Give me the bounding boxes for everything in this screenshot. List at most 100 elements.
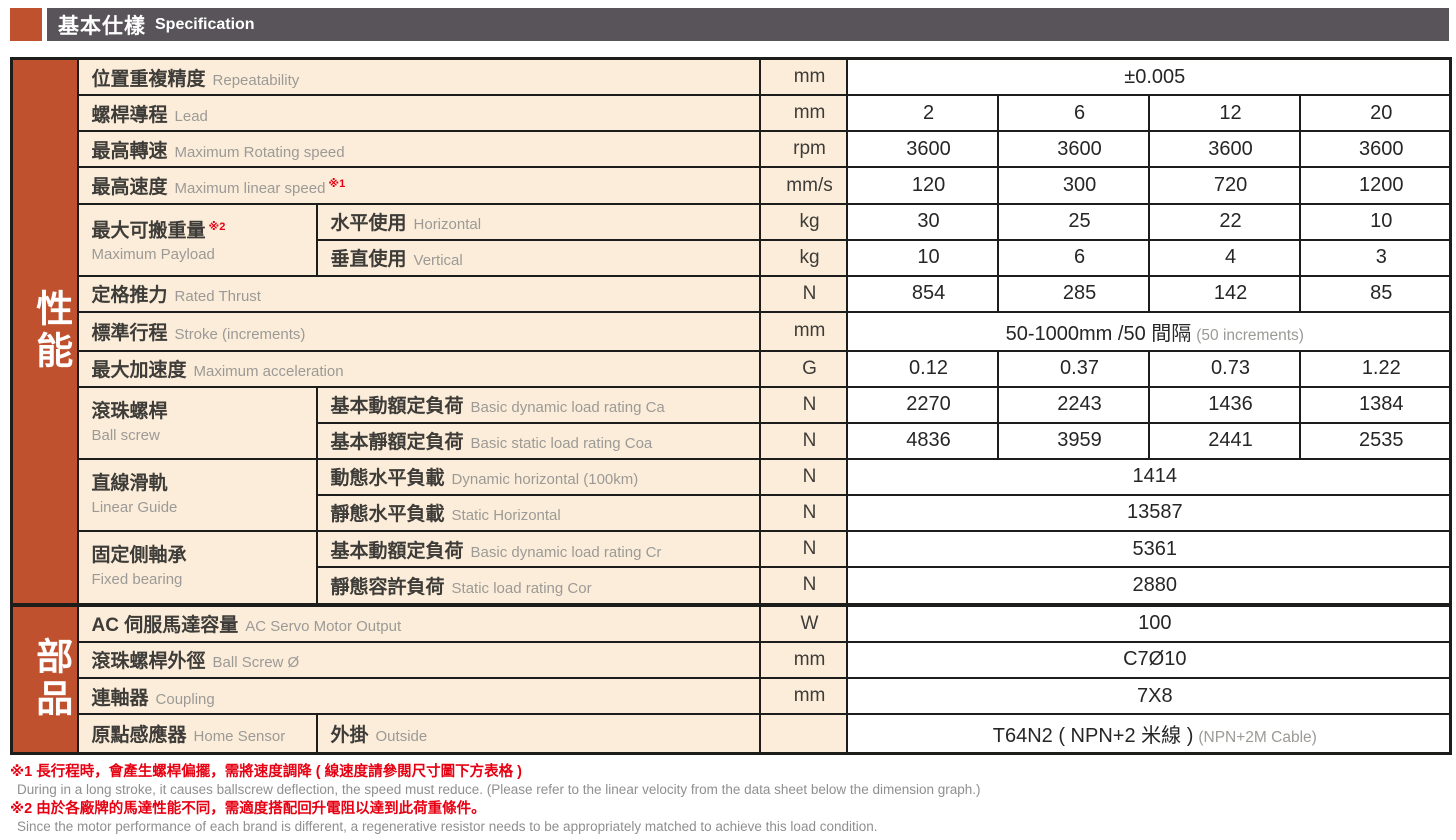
label-zh: 靜態水平負載 — [330, 504, 445, 526]
label-en: Coupling — [155, 690, 215, 708]
value-cell: 1384 — [1298, 385, 1452, 424]
label-zh: 水平使用 — [330, 213, 407, 235]
label-zh: 基本動額定負荷 — [330, 396, 464, 418]
label-en: Horizontal — [413, 216, 482, 234]
label-cell: 位置重複精度 Repeatability — [76, 57, 761, 97]
group-label-max-payload: 最大可搬重量 ※2 Maximum Payload — [76, 202, 318, 277]
label-zh: 最大加速度 — [91, 360, 187, 382]
footnote-2-zh: ※2 由於各廠牌的馬達性能不同，需適度搭配回升電阻以達到此荷重條件。 — [10, 801, 486, 817]
label-en: Linear Guide — [91, 498, 178, 516]
value-cell: 6 — [996, 94, 1150, 133]
footnote-marker-1: ※1 — [328, 177, 346, 190]
label-cell: AC 伺服馬達容量 AC Servo Motor Output — [76, 602, 761, 643]
label-cell: 最高轉速 Maximum Rotating speed — [76, 130, 761, 169]
sublabel-cell: 垂直使用 Vertical — [315, 238, 761, 277]
unit-cell: N — [758, 274, 848, 313]
label-cell: 最大加速度 Maximum acceleration — [76, 349, 761, 388]
row-lead: 螺桿導程 Lead mm 2 6 12 20 — [12, 94, 1452, 133]
unit-cell: mm — [758, 94, 848, 133]
label-zh: 連軸器 — [91, 687, 149, 709]
value-cell: 3 — [1298, 238, 1452, 277]
label-zh: 標準行程 — [91, 322, 168, 344]
sublabel-cell: 基本動額定負荷 Basic dynamic load rating Ca — [315, 385, 761, 424]
section-title-zh: 基本仕樣 — [58, 14, 146, 38]
label-zh: 外掛 — [330, 725, 369, 747]
label-zh: 定格推力 — [91, 285, 168, 307]
unit-cell: rpm — [758, 130, 848, 169]
label-en: Rated Thrust — [174, 288, 261, 306]
sublabel-cell: 基本靜額定負荷 Basic static load rating Coa — [315, 421, 761, 460]
value-cell: 50-1000mm /50 間隔 (50 increments) — [845, 310, 1452, 352]
unit-cell: W — [758, 602, 848, 643]
value-cell: 4836 — [845, 421, 999, 460]
value-cell: 3600 — [1147, 130, 1301, 169]
value-cell: 22 — [1147, 202, 1301, 241]
label-cell: 定格推力 Rated Thrust — [76, 274, 761, 313]
value-cell: 0.73 — [1147, 349, 1301, 388]
unit-cell: mm — [758, 310, 848, 352]
row-stroke: 標準行程 Stroke (increments) mm 50-1000mm /50… — [12, 310, 1452, 352]
unit-cell: mm/s — [758, 166, 848, 205]
unit-cell: N — [758, 566, 848, 606]
spec-table: 性能 位置重複精度 Repeatability mm ±0.005 螺桿導程 Lea… — [10, 57, 1453, 755]
row-fixed-bearing-dynamic: 固定側軸承 Fixed bearing 基本動額定負荷 Basic dynamic… — [12, 530, 1452, 606]
label-zh: 滾珠螺桿外徑 — [91, 651, 206, 673]
label-en: Static Horizontal — [451, 507, 561, 525]
value-cell: 10 — [1298, 202, 1452, 241]
sidebar-performance-label: 性能 — [30, 289, 72, 374]
value-cell: 100 — [845, 602, 1452, 643]
label-en: Dynamic horizontal (100km) — [451, 471, 639, 489]
unit-cell: mm — [758, 57, 848, 97]
unit-cell: N — [758, 385, 848, 424]
label-zh: 原點感應器 — [91, 725, 187, 747]
group-label-fixed-bearing: 固定側軸承 Fixed bearing — [76, 530, 318, 606]
label-en: Static load rating Cor — [451, 579, 592, 597]
footnotes: ※1 長行程時，會產生螺桿偏擺，需將速度調降 ( 線速度請參閱尺寸圖下方表格 )… — [10, 761, 1450, 835]
footnote-1-zh: ※1 長行程時，會產生螺桿偏擺，需將速度調降 ( 線速度請參閱尺寸圖下方表格 ) — [10, 764, 522, 780]
value-cell: 13587 — [845, 493, 1452, 533]
value-cell: 2243 — [996, 385, 1150, 424]
label-cell: 連軸器 Coupling — [76, 676, 761, 716]
label-en: Lead — [174, 107, 208, 125]
row-rated-thrust: 定格推力 Rated Thrust N 854 285 142 85 — [12, 274, 1452, 313]
value-cell: 25 — [996, 202, 1150, 241]
label-en: Stroke (increments) — [174, 325, 306, 343]
sublabel-cell: 動態水平負載 Dynamic horizontal (100km) — [315, 457, 761, 496]
value-cell: 2535 — [1298, 421, 1452, 460]
value-cell: 4 — [1147, 238, 1301, 277]
row-ball-screw-od: 滾珠螺桿外徑 Ball Screw Ø mm C7Ø10 — [12, 640, 1452, 679]
row-max-rotating-speed: 最高轉速 Maximum Rotating speed rpm 3600 3600… — [12, 130, 1452, 169]
unit-cell: mm — [758, 676, 848, 716]
value-cell: 2441 — [1147, 421, 1301, 460]
label-en: Vertical — [413, 252, 463, 270]
label-zh: 垂直使用 — [330, 249, 407, 271]
label-en: Repeatability — [212, 71, 300, 89]
label-en: Basic dynamic load rating Cr — [470, 543, 662, 561]
label-en: Maximum Rotating speed — [174, 143, 345, 161]
label-zh: 滾珠螺桿 — [91, 400, 168, 422]
home-sensor-value-en: (NPN+2M Cable) — [1198, 729, 1317, 747]
unit-cell: mm — [758, 640, 848, 679]
footnote-2-en: Since the motor performance of each bran… — [17, 819, 878, 834]
label-en: Maximum acceleration — [193, 363, 344, 381]
label-en: Home Sensor — [193, 728, 286, 746]
value-cell: 120 — [845, 166, 999, 205]
unit-cell: N — [758, 421, 848, 460]
label-en: Basic static load rating Coa — [470, 435, 653, 453]
value-cell: 7X8 — [845, 676, 1452, 716]
label-cell: 標準行程 Stroke (increments) — [76, 310, 761, 352]
row-max-payload-vertical: 垂直使用 Vertical kg 10 6 4 3 — [12, 238, 1452, 277]
label-cell: 最高速度 Maximum linear speed ※1 — [76, 166, 761, 205]
unit-cell: N — [758, 493, 848, 533]
value-cell: 3600 — [845, 130, 999, 169]
value-cell: 2880 — [845, 566, 1452, 606]
value-cell: 2 — [845, 94, 999, 133]
unit-cell: G — [758, 349, 848, 388]
value-cell: 3600 — [1298, 130, 1452, 169]
sidebar-performance: 性能 — [10, 57, 79, 606]
row-home-sensor: 原點感應器 Home Sensor 外掛 Outside T64N2 ( NPN+2… — [12, 713, 1452, 755]
row-fixed-bearing-static: 靜態容許負荷 Static load rating Cor N 2880 — [12, 566, 1452, 606]
value-cell: 2270 — [845, 385, 999, 424]
value-cell: 720 — [1147, 166, 1301, 205]
value-cell: 30 — [845, 202, 999, 241]
